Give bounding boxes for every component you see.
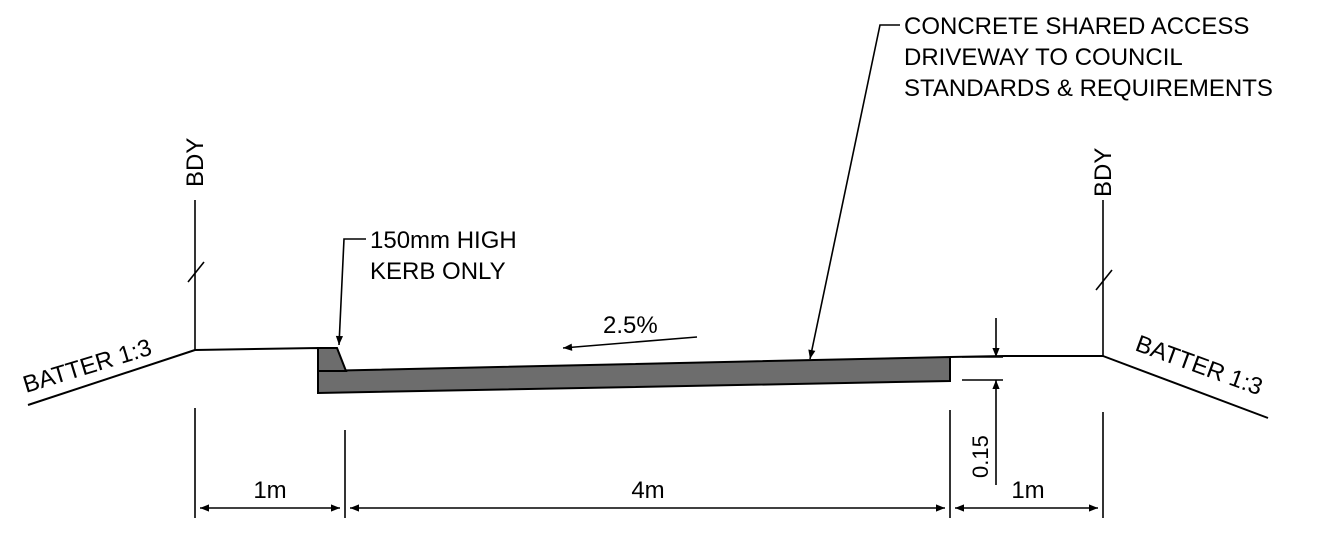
- kerb-callout: 150mm HIGH KERB ONLY: [335, 227, 517, 346]
- boundary-marker-left: BDY: [182, 138, 209, 350]
- kerb: [317, 347, 348, 372]
- driveway-callout-line3: STANDARDS & REQUIREMENTS: [904, 75, 1273, 102]
- driveway-callout-line2: DRIVEWAY TO COUNCIL: [904, 44, 1183, 71]
- left-batter-line: [27, 349, 196, 406]
- kerb-callout-line2: KERB ONLY: [370, 258, 506, 285]
- right-verge-dimension: 1m: [1011, 477, 1044, 504]
- driveway-width-dimension: 4m: [631, 477, 664, 504]
- batter-right-label: BATTER 1:3: [1132, 330, 1266, 401]
- thickness-dimension: 0.15: [962, 318, 1003, 485]
- right-batter-line: [1102, 355, 1269, 419]
- driveway-callout: CONCRETE SHARED ACCESS DRIVEWAY TO COUNC…: [808, 13, 1273, 360]
- width-dimensions: 1m 4m 1m: [194, 408, 1104, 518]
- concrete-driveway-slab: [317, 355, 951, 395]
- kerb-callout-line1: 150mm HIGH: [370, 227, 517, 254]
- crossfall-label: 2.5%: [603, 312, 658, 339]
- driveway-callout-line1: CONCRETE SHARED ACCESS: [904, 13, 1249, 40]
- thickness-label: 0.15: [968, 435, 993, 478]
- left-verge-line: [194, 346, 319, 393]
- boundary-marker-right: BDY: [1090, 148, 1117, 356]
- batter-left-label: BATTER 1:3: [20, 334, 155, 399]
- crossfall-indicator: 2.5%: [562, 312, 698, 351]
- bdy-left-label: BDY: [182, 138, 209, 187]
- left-verge-dimension: 1m: [253, 477, 286, 504]
- bdy-right-label: BDY: [1090, 148, 1117, 197]
